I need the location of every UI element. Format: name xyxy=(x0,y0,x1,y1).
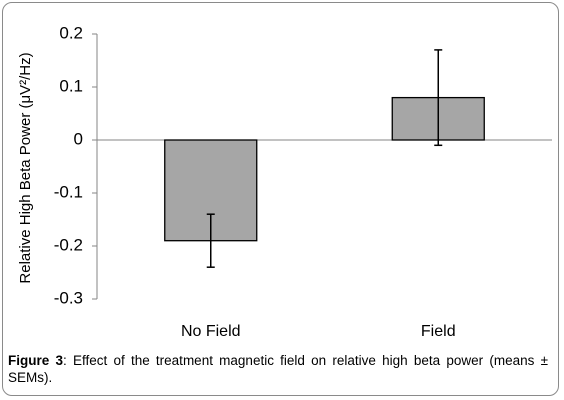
y-tick-label: 0.2 xyxy=(59,23,83,42)
x-tick-labels: No Field Field xyxy=(181,323,456,340)
y-tick-label: -0.3 xyxy=(54,288,83,307)
bar-chart: Relative High Beta Power (μV²/Hz) 0.2 0.1… xyxy=(17,23,552,340)
bars-group xyxy=(164,49,485,268)
y-axis-label: Relative High Beta Power (μV²/Hz) xyxy=(17,52,34,283)
figure-frame xyxy=(2,2,559,396)
caption-separator: : xyxy=(62,353,67,368)
x-tick-label: No Field xyxy=(181,323,241,340)
y-tick-label: 0.1 xyxy=(59,76,83,95)
y-tick-label: 0 xyxy=(74,129,83,148)
caption-label: Figure 3 xyxy=(8,353,63,368)
caption-text: Effect of the treatment magnetic field o… xyxy=(8,353,548,385)
y-axis: 0.2 0.1 0 -0.1 -0.2 -0.3 xyxy=(54,23,552,307)
y-tick-label: -0.2 xyxy=(54,235,83,254)
figure-caption: Figure 3: Effect of the treatment magnet… xyxy=(8,352,548,386)
y-tick-label: -0.1 xyxy=(54,182,83,201)
x-tick-label: Field xyxy=(421,323,456,340)
